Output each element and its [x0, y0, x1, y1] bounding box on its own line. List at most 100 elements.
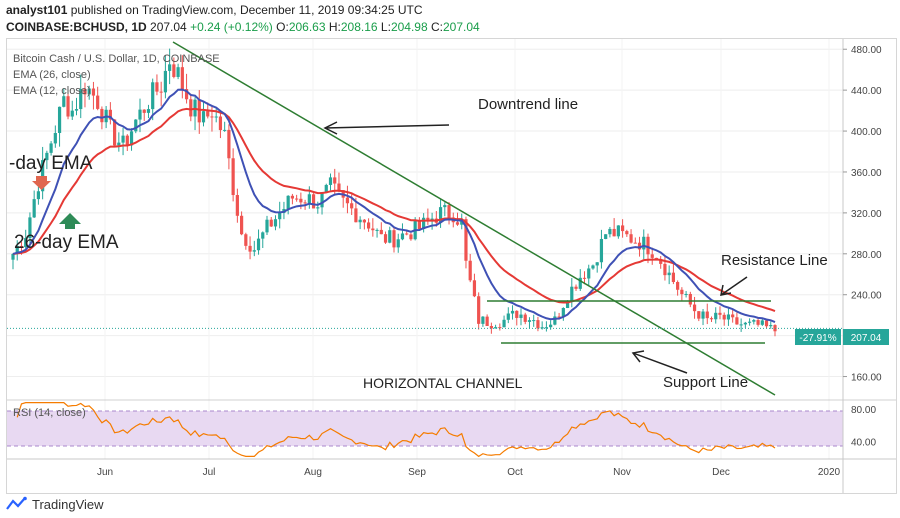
candle-body	[269, 219, 273, 227]
candle-body	[726, 314, 731, 320]
downtrend-arrow	[324, 124, 450, 129]
candle-body	[752, 320, 756, 322]
candle-body	[333, 177, 337, 184]
candle-body	[688, 293, 692, 305]
ema26-legend[interactable]: EMA (26, close)	[13, 69, 91, 81]
pct-badge-text: -27.91%	[799, 333, 836, 344]
candle-body	[316, 207, 320, 209]
close-label: C:	[430, 20, 443, 34]
candle-body	[760, 320, 764, 325]
candle-body	[612, 228, 616, 237]
candle-body	[502, 319, 506, 328]
rsi-panel	[7, 399, 896, 458]
candle-body	[358, 219, 362, 223]
candle-body	[455, 222, 460, 225]
price-tick-label: 240.00	[851, 291, 882, 302]
candle-body	[32, 199, 36, 218]
candle-body	[159, 91, 163, 93]
publish-line: analyst101 published on TradingView.com,…	[6, 3, 423, 17]
candle-body	[11, 253, 15, 260]
candle-body	[743, 322, 747, 325]
candle-body	[430, 218, 434, 220]
open-value: 206.63	[288, 20, 326, 34]
time-tick-label: Aug	[304, 467, 322, 478]
candle-body	[307, 194, 311, 203]
symbol-label: COINBASE:BCHUSD, 1D	[6, 20, 147, 34]
candle-body	[96, 95, 100, 109]
candle-body	[748, 321, 752, 323]
price-axis: 160.00200.00240.00280.00320.00360.00400.…	[842, 39, 882, 493]
candle-body	[671, 272, 675, 283]
candle-body	[464, 219, 468, 261]
ema12-legend[interactable]: EMA (12, close)	[13, 85, 91, 97]
candle-body	[633, 242, 637, 244]
candle-body	[625, 231, 629, 235]
tradingview-logo-icon[interactable]	[6, 496, 28, 512]
chart-title[interactable]: Bitcoin Cash / U.S. Dollar, 1D, COINBASE	[13, 53, 220, 65]
candle-body	[629, 234, 633, 243]
candle-body	[722, 314, 726, 320]
downtrend-line	[172, 41, 776, 396]
footer: TradingView	[6, 492, 104, 516]
candle-body	[362, 219, 366, 223]
candle-body	[489, 325, 493, 329]
candle-body	[709, 318, 714, 320]
candle-body	[328, 177, 333, 185]
candle-body	[582, 277, 587, 279]
candle-body	[223, 129, 227, 131]
candle-body	[45, 152, 49, 161]
candle-body	[138, 109, 142, 120]
candle-body	[417, 220, 421, 230]
candle-body	[121, 135, 125, 143]
candle-body	[443, 205, 447, 208]
price-badge: -27.91% 207.04	[795, 329, 889, 345]
candle-body	[663, 263, 667, 276]
low-label: L:	[380, 20, 391, 34]
candle-body	[176, 67, 180, 77]
candle-body	[36, 191, 40, 200]
candle-body	[388, 230, 392, 243]
grid-lines	[7, 39, 843, 459]
candle-body	[28, 217, 32, 239]
candle-body	[210, 116, 214, 118]
annotation-channel: HORIZONTAL CHANNEL	[363, 375, 523, 391]
candle-body	[654, 257, 659, 260]
candle-body	[320, 192, 324, 208]
candle-body	[371, 228, 375, 231]
candle-body	[532, 320, 536, 322]
candle-body	[180, 67, 184, 90]
price-chart[interactable]: Downtrend line -day EMA 26-day EMA Resis…	[7, 39, 896, 493]
candle-body	[574, 286, 578, 289]
candle-body	[383, 234, 388, 243]
chart-panel[interactable]: Downtrend line -day EMA 26-day EMA Resis…	[6, 38, 897, 494]
candle-body	[422, 217, 426, 230]
candle-body	[273, 219, 278, 227]
downtrend-arrowhead	[323, 121, 338, 135]
candle-body	[83, 88, 87, 95]
candles	[11, 48, 777, 337]
resistance-arrow	[720, 276, 748, 296]
rsi-tick-label: 80.00	[851, 405, 876, 416]
candle-body	[561, 308, 565, 317]
author-name[interactable]: analyst101	[6, 3, 68, 17]
rsi-legend[interactable]: RSI (14, close)	[13, 407, 86, 419]
candle-body	[587, 268, 591, 279]
candle-body	[680, 289, 684, 295]
candle-body	[117, 142, 121, 146]
candle-body	[189, 99, 193, 117]
candle-body	[57, 106, 62, 133]
ema12-line	[12, 88, 776, 323]
ema-lines	[12, 88, 776, 323]
candle-body	[70, 110, 74, 117]
candle-body	[184, 89, 189, 100]
candle-body	[565, 302, 570, 309]
candle-body	[676, 282, 680, 290]
candle-body	[15, 245, 19, 254]
candle-body	[405, 233, 409, 235]
candle-body	[409, 234, 413, 240]
time-tick-label: Jun	[97, 467, 113, 478]
annotation-ema26: 26-day EMA	[14, 232, 119, 253]
candle-body	[599, 239, 604, 263]
tradingview-brand[interactable]: TradingView	[32, 496, 104, 512]
candle-body	[113, 119, 117, 146]
